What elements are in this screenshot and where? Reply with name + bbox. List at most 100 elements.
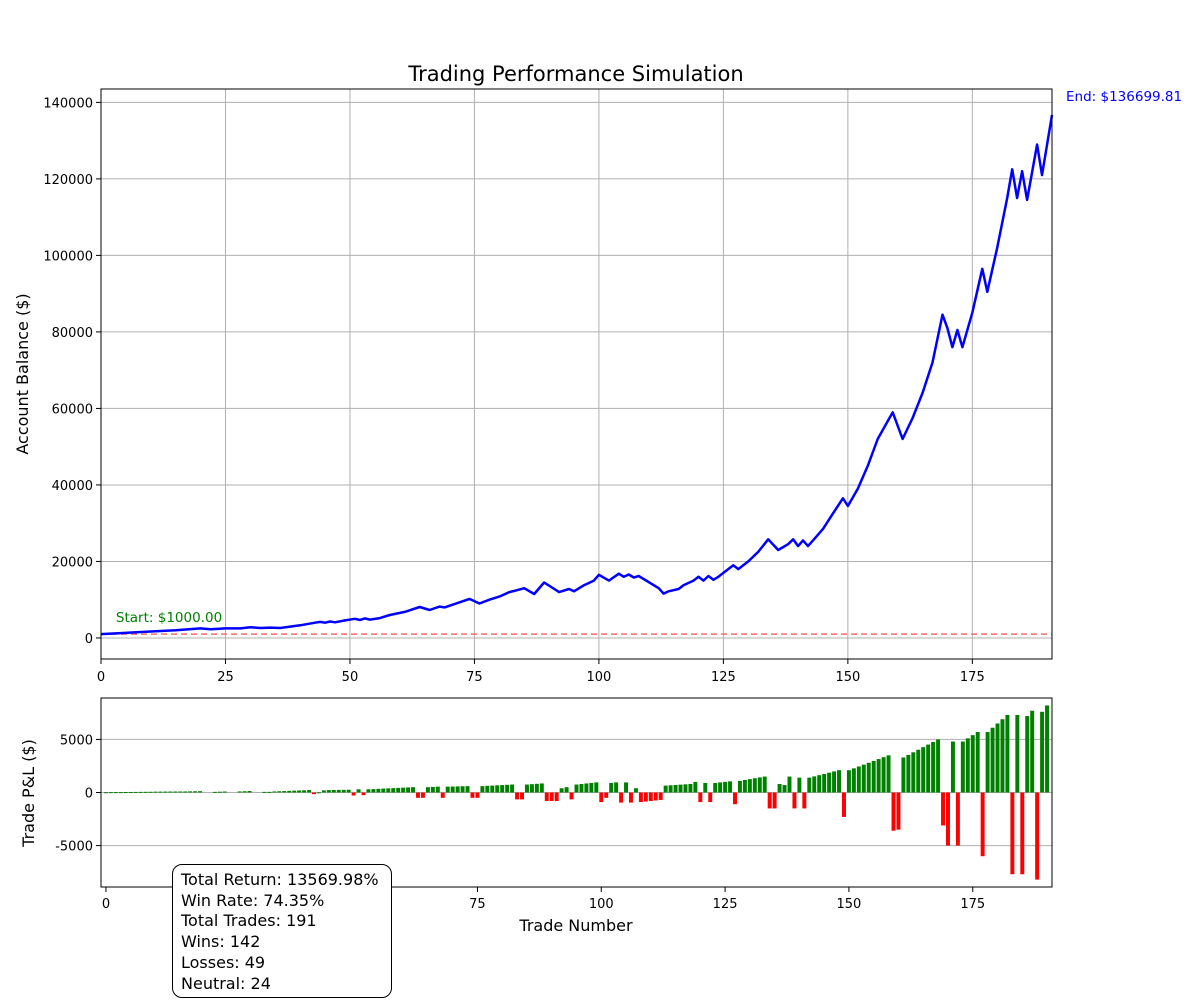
pnl-bar — [480, 786, 485, 793]
pnl-bar — [554, 792, 559, 801]
balance-axes-frame — [100, 88, 1053, 660]
pnl-bar — [490, 785, 495, 793]
pnl-bar — [708, 792, 713, 803]
pnl-bar — [946, 792, 950, 846]
pnl-bar — [866, 762, 871, 793]
pnl-bar — [1020, 792, 1025, 875]
pnl-bar — [341, 789, 346, 793]
pnl-bar — [713, 782, 718, 793]
pnl-bar — [787, 776, 792, 793]
losses-stat: Losses: 49 — [181, 952, 266, 972]
pnl-bar — [188, 791, 193, 793]
end-annotation: End: $136699.81 — [1066, 89, 1182, 105]
pnl-bar — [445, 786, 450, 793]
x-tick-label: 25 — [217, 670, 234, 685]
pnl-bar — [108, 792, 113, 794]
pnl-bar — [366, 789, 371, 793]
pnl-bar — [812, 776, 817, 793]
pnl-bar — [287, 790, 292, 793]
pnl-bar — [505, 784, 510, 793]
pnl-bar — [673, 784, 678, 793]
win-rate-stat: Win Rate: 74.35% — [181, 890, 325, 910]
pnl-bar — [416, 792, 420, 798]
pnl-bar — [1030, 710, 1035, 793]
pnl-bar — [138, 791, 143, 793]
pnl-bar — [936, 739, 941, 793]
pnl-y-axis-ticks: -5000 0 5000 — [55, 733, 101, 855]
pnl-bar — [316, 792, 321, 794]
pnl-bar — [564, 787, 569, 793]
pnl-bar — [1045, 705, 1050, 793]
pnl-bar — [797, 777, 802, 793]
pnl-bar — [495, 785, 500, 793]
pnl-bars — [103, 705, 1050, 880]
pnl-bar — [312, 792, 316, 795]
pnl-bar — [891, 792, 896, 831]
pnl-bar — [217, 791, 222, 793]
pnl-bar — [247, 791, 252, 793]
pnl-bar — [529, 784, 534, 793]
balance-x-axis-ticks: 0 25 50 75 100 125 150 175 — [97, 659, 985, 685]
x-tick-label: 175 — [960, 670, 985, 685]
pnl-bar — [772, 792, 777, 809]
pnl-bar — [950, 741, 955, 793]
y-tick-label: 120000 — [43, 173, 93, 188]
pnl-bar — [103, 792, 108, 794]
pnl-bar — [921, 747, 926, 793]
x-tick-label: 50 — [342, 670, 359, 685]
pnl-bar — [856, 766, 861, 793]
pnl-bar — [589, 782, 594, 793]
pnl-bar — [762, 776, 767, 793]
pnl-bar — [737, 780, 742, 793]
pnl-bar — [351, 792, 356, 796]
pnl-bar — [678, 784, 683, 793]
y-tick-label: 0 — [85, 632, 93, 647]
x-tick-label: 0 — [102, 897, 110, 912]
pnl-bar — [658, 792, 663, 800]
pnl-bar — [747, 779, 752, 793]
pnl-bar — [584, 783, 589, 793]
pnl-bar — [549, 792, 554, 801]
pnl-bar — [336, 789, 341, 793]
neutral-stat: Neutral: 24 — [181, 973, 271, 993]
pnl-bar — [178, 791, 183, 793]
pnl-bar — [371, 789, 376, 793]
pnl-bar — [520, 792, 524, 800]
pnl-bar — [158, 791, 163, 793]
x-tick-label: 150 — [835, 670, 860, 685]
pnl-bar — [817, 775, 822, 793]
balance-series-line — [100, 114, 1054, 636]
pnl-bar — [212, 791, 217, 793]
pnl-bar — [906, 754, 911, 793]
pnl-bar — [292, 790, 297, 793]
y-tick-label: 5000 — [60, 733, 93, 748]
pnl-bar — [579, 784, 584, 793]
chart-title: Trading Performance Simulation — [407, 62, 743, 86]
start-annotation: Start: $1000.00 — [116, 610, 222, 626]
pnl-bar — [222, 791, 227, 793]
pnl-bar — [668, 785, 673, 793]
pnl-bar — [386, 788, 391, 793]
pnl-bar — [643, 792, 648, 802]
pnl-bar — [510, 784, 515, 793]
pnl-bar — [450, 786, 455, 793]
pnl-bar — [841, 792, 846, 817]
pnl-bar — [624, 782, 629, 793]
pnl-bar — [435, 786, 440, 793]
pnl-bar — [653, 792, 658, 801]
x-tick-label: 100 — [589, 897, 614, 912]
pnl-bar — [406, 787, 411, 793]
y-tick-label: 140000 — [43, 96, 93, 111]
balance-grid — [100, 89, 1052, 659]
pnl-bar — [827, 772, 832, 793]
pnl-bar — [777, 784, 782, 793]
pnl-bar — [1025, 716, 1030, 793]
pnl-bar — [163, 791, 168, 793]
pnl-bar — [326, 790, 331, 793]
y-tick-label: -5000 — [55, 840, 93, 855]
pnl-bar — [832, 771, 837, 793]
pnl-bar — [524, 784, 529, 793]
pnl-bar — [569, 792, 574, 800]
total-trades-stat: Total Trades: 191 — [181, 911, 317, 931]
